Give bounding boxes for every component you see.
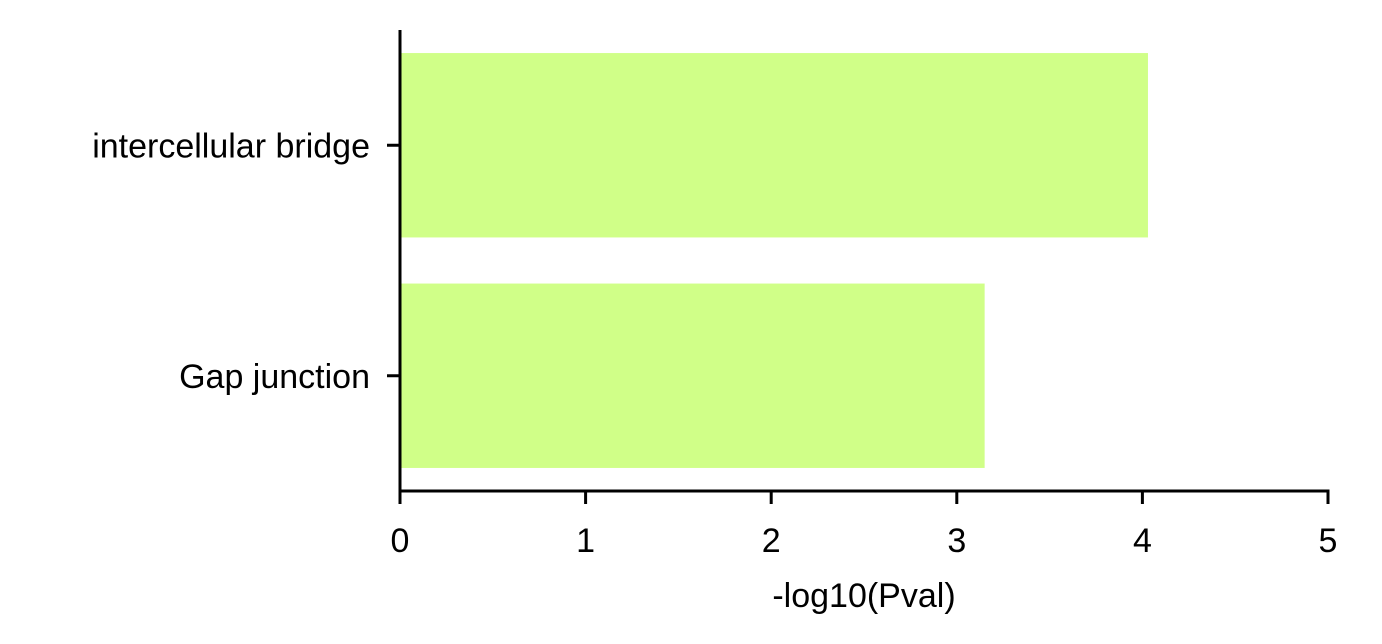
- x-tick-label-1: 1: [576, 522, 595, 560]
- x-tick-label-0: 0: [391, 522, 410, 560]
- x-axis-label: -log10(Pval): [772, 577, 955, 615]
- x-tick-label-4: 4: [1133, 522, 1152, 560]
- bar-gap-junction: [400, 283, 985, 468]
- x-axis: 0 1 2 3 4 5: [391, 489, 1338, 560]
- x-tick-label-3: 3: [947, 522, 966, 560]
- x-tick-label-2: 2: [762, 522, 781, 560]
- x-tick-label-5: 5: [1319, 522, 1338, 560]
- bar-intercellular-bridge: [400, 53, 1148, 238]
- category-label-gap-junction: Gap junction: [179, 358, 370, 396]
- y-axis: intercellular bridge Gap junction: [92, 30, 402, 493]
- category-label-intercellular-bridge: intercellular bridge: [92, 127, 370, 165]
- bars-group: [400, 53, 1148, 468]
